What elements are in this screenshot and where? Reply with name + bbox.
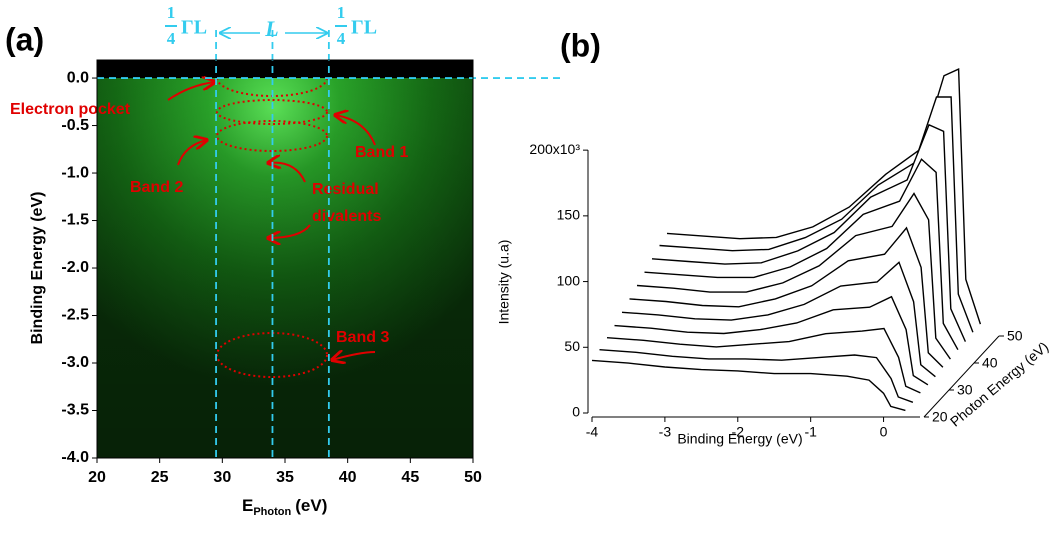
y-tick-label: -2.0 — [61, 259, 89, 276]
fraction-den: 4 — [337, 29, 346, 48]
y-tick-label: 200x10³ — [529, 141, 580, 157]
annotation: Band 1 — [355, 144, 408, 161]
ellipse-band1 — [216, 99, 328, 125]
y-tick-label: 0 — [572, 404, 580, 420]
fraction-num: 1 — [337, 3, 346, 22]
y-tick-label: -1.5 — [61, 212, 89, 229]
annotation: Band 3 — [336, 329, 389, 346]
x-tick-label: -1 — [804, 424, 817, 440]
ellipse-band3 — [216, 332, 328, 378]
curve — [666, 68, 982, 325]
arrow — [335, 115, 376, 146]
curve — [644, 158, 959, 351]
curve — [651, 123, 967, 342]
curve — [606, 327, 921, 394]
x-tick-label: 40 — [339, 469, 357, 486]
ellipse-band1b — [216, 120, 328, 152]
z-tick-label: 20 — [932, 409, 948, 425]
top-label: ΓL — [181, 17, 207, 39]
x-tick-label: 20 — [88, 469, 106, 486]
z-tick-label: 50 — [1007, 328, 1023, 344]
curve — [599, 349, 914, 403]
x-tick-label: -4 — [586, 424, 599, 440]
y-tick-label: -1.0 — [61, 164, 89, 181]
x-tick-label: -2 — [732, 424, 745, 440]
x-tick-label: 35 — [276, 469, 294, 486]
x-tick-label: 25 — [151, 469, 169, 486]
arrow — [332, 352, 376, 360]
y-tick-label: -4.0 — [61, 449, 89, 466]
arrow — [167, 82, 215, 101]
top-label: L — [264, 16, 278, 41]
x-tick-label: 50 — [464, 469, 482, 486]
curve-fill — [592, 360, 906, 413]
annotation: divalents — [312, 208, 381, 225]
panel-label: (a) — [5, 21, 44, 57]
heatmap-top — [97, 60, 473, 78]
curve — [636, 192, 951, 360]
heatmap-shade — [97, 60, 473, 458]
z-tick-label: 30 — [957, 382, 973, 398]
x-tick-label: -3 — [659, 424, 672, 440]
panel-label: (b) — [560, 27, 601, 63]
x-tick-label: 0 — [880, 424, 888, 440]
curve — [621, 261, 936, 378]
z-tick-label: 40 — [982, 355, 998, 371]
fraction-den: 4 — [167, 29, 176, 48]
x-tick-label: 45 — [401, 469, 419, 486]
y-axis-label: Binding Energy (eV) — [29, 192, 46, 345]
curve — [591, 359, 906, 412]
curve — [659, 96, 974, 333]
annotation: Band 2 — [130, 179, 183, 196]
fraction-num: 1 — [167, 3, 176, 22]
y-tick-label: 50 — [564, 338, 580, 354]
y-tick-label: -0.5 — [61, 117, 89, 134]
x-axis-label: Binding Energy (eV) — [677, 431, 802, 447]
annotation: Electron pocket — [10, 101, 131, 118]
z-axis — [923, 335, 1000, 418]
top-label: ΓL — [351, 17, 377, 39]
y-tick-label: 150 — [557, 207, 581, 223]
x-label-sub: Photon — [253, 506, 291, 518]
y-tick-label: -3.5 — [61, 402, 89, 419]
x-label-main: E — [242, 496, 253, 515]
curve — [614, 295, 929, 386]
x-axis-label: EPhoton (eV) — [242, 496, 327, 517]
y-tick-label: 0.0 — [67, 69, 89, 86]
x-label-unit: (eV) — [295, 496, 327, 515]
y-tick-label: 100 — [557, 272, 581, 288]
arrows — [167, 82, 376, 360]
curve — [629, 226, 944, 368]
annotation: Residual — [312, 181, 379, 198]
y-axis-label: Intensity (u.a) — [496, 240, 512, 325]
y-tick-label: -2.5 — [61, 307, 89, 324]
y-tick-label: -3.0 — [61, 354, 89, 371]
x-tick-label: 30 — [213, 469, 231, 486]
arrow — [177, 140, 207, 166]
